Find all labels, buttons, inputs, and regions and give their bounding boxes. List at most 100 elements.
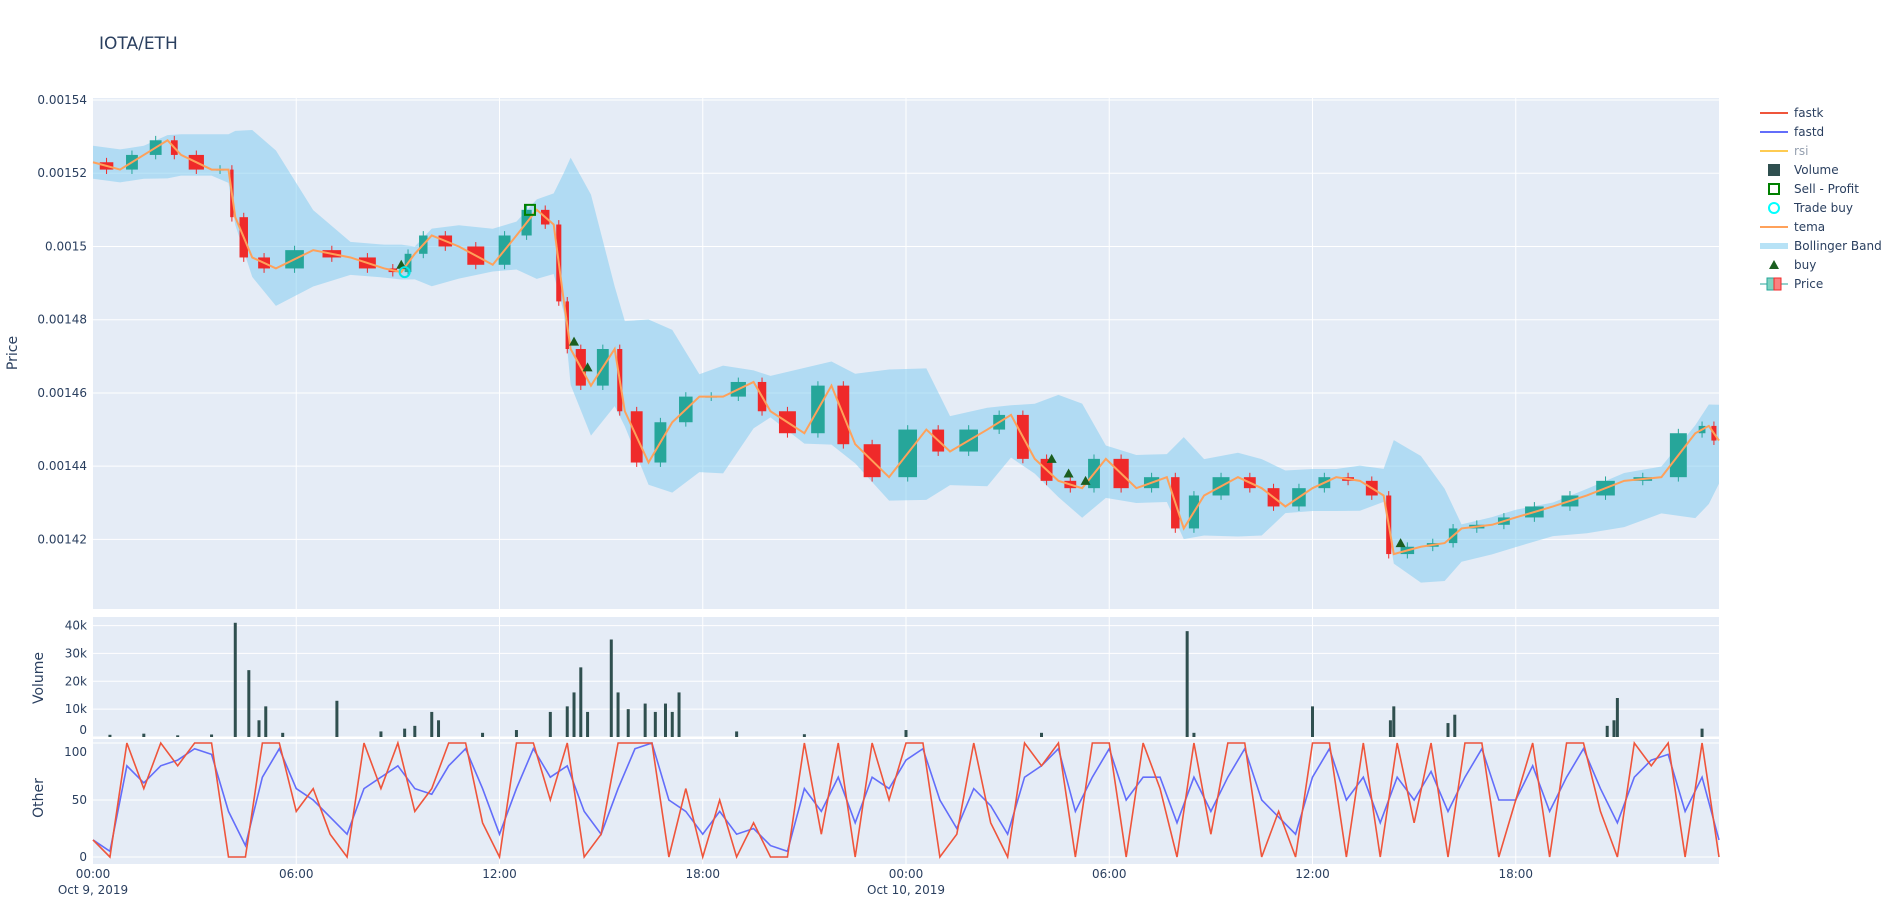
volume-bar: [403, 728, 407, 737]
legend-item-trade-buy[interactable]: Trade buy: [1768, 201, 1853, 215]
volume-bar: [609, 639, 613, 737]
price-tick-label: 0.00146: [37, 386, 87, 400]
volume-bar: [1615, 698, 1619, 737]
legend-circle-icon: [1768, 202, 1780, 214]
volume-bar: [616, 692, 620, 737]
price-tick-label: 0.00154: [37, 93, 87, 107]
volume-bar: [1192, 732, 1196, 737]
legend-item-rsi[interactable]: rsi: [1760, 144, 1809, 158]
volume-tick-label: 10k: [65, 702, 87, 716]
volume-bar: [670, 711, 674, 737]
legend-item-sell-profit[interactable]: Sell - Profit: [1768, 182, 1859, 196]
tema-line: [92, 138, 1720, 556]
volume-bar: [335, 700, 339, 737]
volume-bar: [586, 711, 590, 737]
x-tick-label: 06:00: [279, 867, 314, 881]
volume-bar: [413, 725, 417, 737]
buy-marker: [1063, 468, 1074, 478]
volume-bar: [1453, 714, 1457, 737]
price-tick-label: 0.00152: [37, 166, 87, 180]
volume-axis-label: Volume: [31, 652, 47, 704]
volume-bar: [1311, 706, 1314, 737]
volume-bar: [1612, 720, 1616, 737]
legend-label: tema: [1794, 220, 1825, 234]
x-tick-label: 18:00: [685, 867, 720, 881]
legend-item-fastd[interactable]: fastd: [1760, 125, 1824, 139]
buy-marker: [1395, 538, 1406, 548]
volume-bar: [281, 732, 285, 737]
volume-bar: [1040, 732, 1043, 737]
x-tick-date-label: Oct 9, 2019: [58, 883, 128, 897]
legend-label: Volume: [1794, 163, 1839, 177]
volume-bar: [1388, 720, 1392, 737]
legend-label: Price: [1794, 277, 1823, 291]
volume-bar: [565, 706, 569, 737]
other-tick-label: 0: [79, 850, 87, 864]
buy-marker: [1080, 475, 1091, 485]
price-tick-label: 0.00148: [37, 313, 87, 327]
x-tick-label: 00:00: [76, 867, 111, 881]
volume-bar: [514, 730, 518, 737]
x-tick-label: 00:00: [889, 867, 924, 881]
volume-bar: [1446, 723, 1450, 737]
other-tick-label: 50: [72, 793, 87, 807]
legend-item-fastk[interactable]: fastk: [1760, 106, 1824, 120]
price-tick-label: 0.00142: [37, 532, 87, 546]
legend-triangle-icon: [1769, 260, 1779, 269]
price-tick-label: 0.0015: [45, 239, 87, 253]
volume-bar: [247, 670, 251, 737]
volume-bar: [548, 711, 552, 737]
legend-label: buy: [1794, 258, 1816, 272]
buy-marker: [582, 362, 593, 372]
volume-bar: [1700, 728, 1704, 737]
other-tick-label: 100: [64, 745, 87, 759]
volume-bar: [108, 734, 112, 737]
volume-bar: [663, 703, 667, 737]
volume-bar: [264, 706, 268, 737]
buy-marker: [1046, 453, 1057, 463]
legend-square-icon: [1768, 183, 1780, 195]
price-tick-label: 0.00144: [37, 459, 87, 473]
legend-item-tema[interactable]: tema: [1760, 220, 1825, 234]
volume-bar: [904, 730, 908, 737]
legend-label: Sell - Profit: [1794, 182, 1859, 196]
volume-bar: [437, 720, 441, 737]
volume-bar: [142, 733, 146, 737]
legend-candle-down-icon: [1773, 277, 1782, 291]
legend-item-price[interactable]: Price: [1760, 277, 1823, 291]
legend-item-bollinger-band[interactable]: Bollinger Band: [1760, 239, 1882, 253]
sell-profit-marker: [523, 203, 536, 216]
volume-bar: [735, 731, 739, 737]
legend-item-volume[interactable]: Volume: [1768, 163, 1839, 177]
volume-bar: [643, 703, 647, 737]
buy-marker: [569, 336, 580, 346]
volume-bar: [233, 622, 237, 737]
legend-item-buy[interactable]: buy: [1769, 258, 1816, 272]
volume-bar: [653, 711, 657, 737]
legend-band-icon: [1760, 243, 1788, 249]
volume-bar: [430, 711, 434, 737]
volume-bar: [626, 709, 630, 737]
volume-tick-label: 20k: [65, 674, 87, 688]
chart-title: IOTA/ETH: [99, 34, 178, 54]
trade-buy-marker: [398, 266, 411, 279]
x-tick-label: 18:00: [1498, 867, 1533, 881]
volume-bar: [481, 732, 485, 737]
legend-label: rsi: [1794, 144, 1809, 158]
fastd-line: [92, 741, 1720, 853]
volume-bar: [257, 720, 261, 737]
price-axis-label: Price: [5, 336, 21, 370]
volume-bar: [677, 692, 681, 737]
volume-tick-label: 0: [79, 723, 87, 737]
legend-label: fastd: [1794, 125, 1824, 139]
volume-bar: [579, 667, 583, 737]
legend-label: Trade buy: [1793, 201, 1853, 215]
x-tick-label: 06:00: [1092, 867, 1127, 881]
volume-bar: [210, 734, 214, 737]
volume-bar: [572, 692, 576, 737]
x-tick-date-label: Oct 10, 2019: [867, 883, 945, 897]
other-axis-label: Other: [31, 778, 47, 818]
volume-bar: [1605, 725, 1609, 737]
